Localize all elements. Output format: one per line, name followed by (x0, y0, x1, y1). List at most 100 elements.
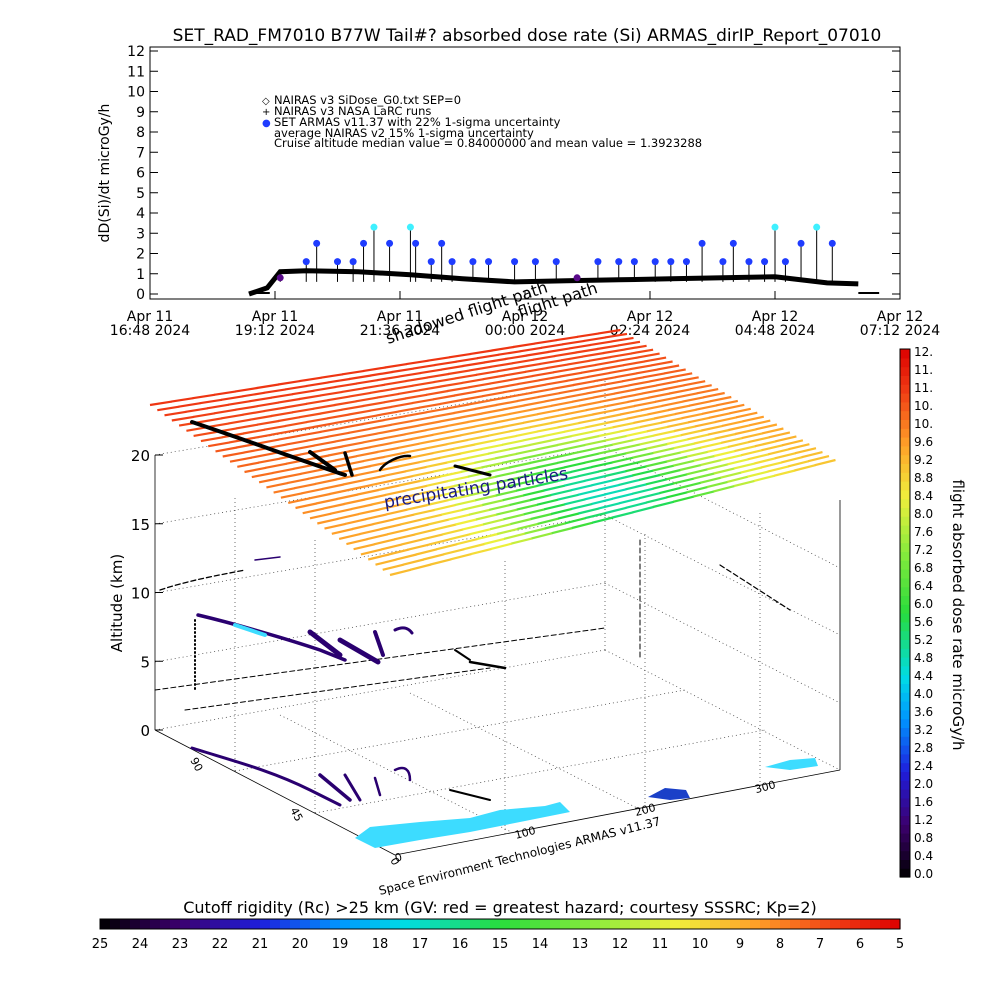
surface-stripe-segment (531, 371, 554, 378)
surface-stripe-segment (537, 517, 559, 525)
surface-stripe-segment (656, 380, 678, 387)
surface-stripe-segment (557, 493, 579, 501)
surface-stripe-segment (583, 336, 606, 342)
surface-stripe-segment (295, 502, 317, 510)
rigidity-colorbar-tick: 15 (492, 937, 509, 952)
y-tick-label: 3 (136, 226, 145, 242)
surface-stripe-segment (392, 494, 414, 501)
surface-stripe-segment (341, 404, 364, 411)
rigidity-colorbar-tick: 20 (292, 937, 309, 952)
surface-stripe-segment (666, 438, 689, 446)
surface-stripe-segment (306, 435, 329, 442)
surface-stripe-segment (491, 345, 514, 352)
surface-stripe-segment (600, 380, 623, 387)
surface-stripe-segment (406, 503, 428, 511)
y-tick-label: 12 (127, 44, 145, 60)
rigidity-colorbar-cell (490, 919, 501, 929)
surface-stripe-segment (768, 431, 791, 439)
surface-stripe-segment (515, 430, 538, 437)
surface-stripe-segment (208, 441, 230, 448)
surface-stripe-segment (592, 516, 614, 524)
surface-stripe-segment (693, 437, 716, 445)
surface-stripe-segment (481, 425, 504, 433)
surface-stripe-segment (200, 417, 223, 424)
surface-stripe-segment (405, 484, 428, 492)
surface-stripe-segment (577, 470, 600, 478)
surface-stripe-segment (467, 399, 490, 406)
armas-data-point (594, 258, 602, 266)
surface-stripe-segment (418, 456, 441, 464)
surface-stripe-segment (370, 370, 393, 377)
surface-stripe-segment (708, 412, 731, 419)
rigidity-colorbar-cell (740, 919, 751, 929)
surface-stripe-segment (522, 435, 545, 442)
surface-stripe-segment (439, 434, 462, 441)
surface-stripe-segment (448, 369, 471, 376)
surface-stripe-segment (667, 421, 690, 428)
rigidity-colorbar-cell (270, 919, 281, 929)
surface-stripe-segment (314, 478, 337, 485)
surface-stripe-segment (614, 388, 637, 395)
dose-colorbar-cell (900, 419, 910, 429)
surface-stripe-segment (504, 370, 527, 377)
surface-stripe-segment (320, 408, 343, 415)
surface-stripe-segment (498, 350, 521, 356)
surface-stripe-segment (735, 411, 758, 419)
surface-stripe-segment (647, 408, 670, 416)
surface-stripe-segment (320, 426, 343, 433)
surface-stripe-segment (544, 396, 567, 403)
surface-stripe-segment (519, 346, 542, 353)
surface-stripe-segment (270, 393, 293, 399)
surface-stripe-segment (271, 429, 294, 436)
surface-stripe-segment (567, 359, 590, 366)
surface-stripe-segment (488, 466, 510, 474)
rigidity-colorbar-cell (190, 919, 201, 929)
surface-stripe-segment (447, 494, 470, 502)
surface-stripe-segment (566, 375, 589, 382)
surface-stripe-segment (618, 478, 640, 486)
dose-colorbar-tick: 4.4 (914, 669, 933, 683)
dose-colorbar-cell (900, 753, 910, 764)
dose-colorbar-tick: 2.8 (914, 741, 933, 755)
surface-stripe-segment (337, 513, 360, 520)
rigidity-colorbar-tick: 13 (572, 937, 589, 952)
surface-stripe-segment (570, 484, 593, 492)
dose-colorbar-cell (900, 841, 910, 852)
armas-data-point (630, 258, 638, 266)
surface-stripe-segment (432, 429, 455, 436)
surface-stripe-segment (489, 378, 512, 385)
surface-stripe-segment (544, 522, 566, 530)
surface-stripe-segment (412, 381, 435, 387)
surface-stripe-segment (221, 395, 244, 401)
surface-stripe-segment (469, 528, 491, 536)
surface-stripe-segment (436, 543, 458, 551)
surface-stripe-segment (280, 492, 303, 499)
surface-stripe-segment (440, 398, 462, 405)
rigidity-colorbar-cell (260, 919, 271, 929)
surface-stripe-segment (401, 538, 423, 546)
rigidity-colorbar-cell (690, 919, 701, 929)
surface-stripe-segment (551, 400, 574, 407)
surface-stripe-segment (481, 461, 503, 469)
surface-stripe-segment (474, 457, 497, 464)
surface-stripe-segment (574, 363, 597, 370)
y-tick-label: 4 (136, 206, 145, 222)
surface-stripe-segment (564, 409, 587, 416)
surface-stripe-segment (726, 475, 749, 483)
surface-stripe-segment (334, 382, 357, 389)
surface-stripe-segment (278, 416, 301, 423)
surface-stripe-segment (577, 332, 600, 338)
surface-stripe-segment (523, 417, 545, 424)
surface-stripe-segment (563, 443, 586, 451)
lon-axis-line (394, 769, 841, 856)
armas-data-point (360, 239, 368, 247)
surface-stripe-segment (502, 404, 525, 411)
rigidity-colorbar-cell (850, 919, 861, 929)
surface-stripe-segment (701, 424, 723, 432)
series-nairas-line (248, 268, 859, 297)
armas-data-point (719, 258, 727, 266)
surface-stripe-segment (679, 464, 702, 472)
surface-stripe-segment (557, 475, 579, 483)
surface-stripe-segment (530, 404, 553, 411)
surface-stripe-segment (256, 401, 279, 408)
